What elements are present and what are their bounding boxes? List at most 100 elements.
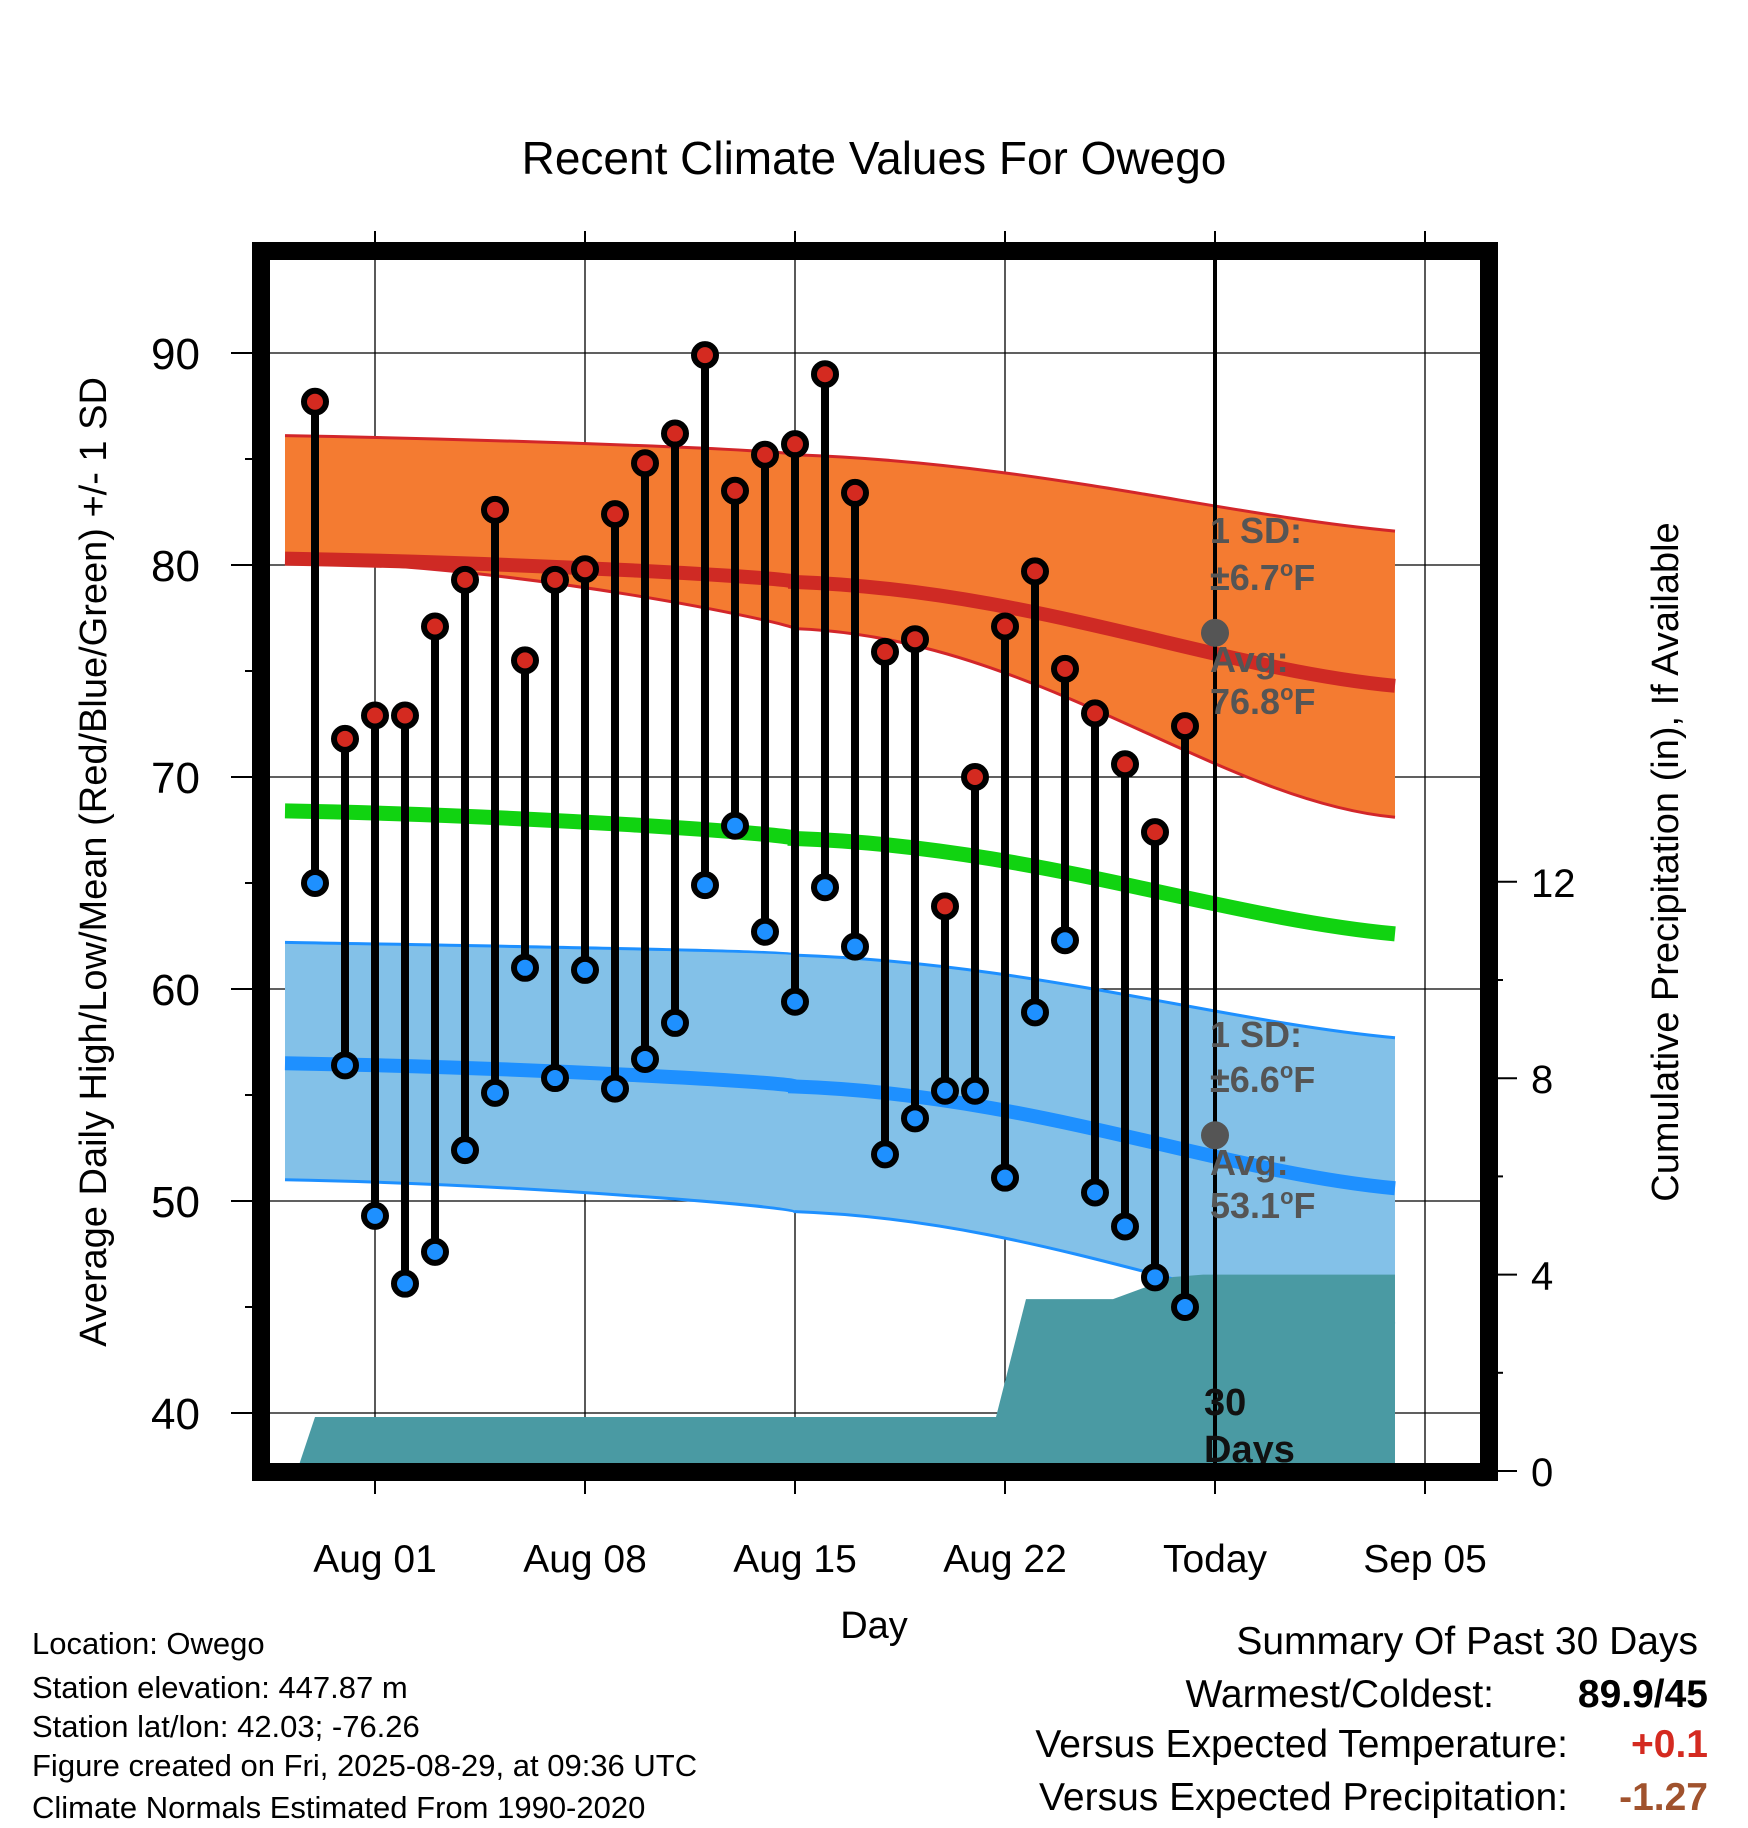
daily-high-point [1171, 712, 1199, 741]
daily-low-point [331, 1051, 359, 1080]
y2-tick-label: 12 [1531, 862, 1576, 906]
low-sd-value: ±6.6oF [1210, 1058, 1315, 1100]
summary-warm-cold-value: 89.9/45 [1577, 1673, 1708, 1716]
summary-precip-value: -1.27 [1619, 1776, 1708, 1819]
daily-high-point [481, 495, 509, 524]
y2-axis-label: Cumulative Precipitation (in), If Availa… [1645, 522, 1687, 1201]
summary-heading: Summary Of Past 30 Days [1236, 1620, 1698, 1663]
daily-low-point [1051, 926, 1079, 955]
normals-annotations: 1 SD: ±6.7oF Avg: 76.8oF 1 SD: ±6.6oF Av… [1204, 510, 1316, 1471]
y-tick-label: 40 [151, 1390, 200, 1439]
daily-high-point [991, 612, 1019, 641]
window-label-line1: 30 [1204, 1382, 1246, 1424]
daily-low-point [751, 917, 779, 946]
daily-high-point [1141, 818, 1169, 847]
daily-low-point [721, 811, 749, 840]
low-avg-label: Avg: [1210, 1142, 1289, 1183]
daily-low-point [781, 987, 809, 1016]
info-normals: Climate Normals Estimated From 1990-2020 [32, 1790, 646, 1825]
daily-low-point [1021, 998, 1049, 1027]
normal-high-sd-band [285, 435, 1395, 818]
daily-low-point [871, 1140, 899, 1169]
daily-high-point [811, 360, 839, 389]
daily-high-point [451, 565, 479, 594]
low-avg-value: 53.1oF [1210, 1184, 1316, 1226]
daily-high-point [631, 449, 659, 478]
high-avg-value: 76.8oF [1210, 680, 1316, 722]
daily-high-point [781, 430, 809, 459]
high-sd-value: ±6.7oF [1210, 556, 1315, 598]
info-elevation: Station elevation: 447.87 m [32, 1670, 408, 1705]
y-tick-label: 50 [151, 1178, 200, 1227]
high-avg-label: Avg: [1210, 639, 1289, 680]
daily-high-point [661, 419, 689, 448]
daily-low-point [631, 1044, 659, 1073]
daily-low-point [961, 1076, 989, 1105]
daily-high-point [421, 612, 449, 641]
daily-high-point [361, 701, 389, 730]
today-marker [1201, 251, 1229, 1472]
daily-low-point [691, 871, 719, 900]
daily-low-point [601, 1074, 629, 1103]
y-tick-label: 70 [151, 754, 200, 803]
daily-low-point [901, 1104, 929, 1133]
daily-high-point [841, 478, 869, 507]
y2-tick-label: 8 [1531, 1058, 1553, 1102]
daily-range-bars [301, 341, 1199, 1321]
daily-high-point [1051, 654, 1079, 683]
left-axis: 40 50 60 70 80 90 [151, 330, 261, 1439]
daily-high-point [901, 625, 929, 654]
daily-high-point [751, 440, 779, 469]
daily-high-point [301, 387, 329, 416]
today-low-avg-dot [1201, 1121, 1229, 1150]
daily-low-point [361, 1201, 389, 1230]
daily-low-point [571, 955, 599, 984]
y-axis-label: Average Daily High/Low/Mean (Red/Blue/Gr… [73, 377, 115, 1347]
high-sd-label: 1 SD: [1210, 510, 1302, 551]
daily-low-point [1081, 1178, 1109, 1207]
daily-high-point [511, 646, 539, 675]
precip-area-fill [297, 1274, 1395, 1471]
info-created: Figure created on Fri, 2025-08-29, at 09… [32, 1748, 698, 1783]
daily-low-point [511, 953, 539, 982]
info-latlon: Station lat/lon: 42.03; -76.26 [32, 1709, 420, 1744]
daily-low-point [991, 1163, 1019, 1192]
normal-mean-line [284, 803, 1396, 942]
y2-tick-label: 0 [1531, 1451, 1553, 1495]
daily-high-point [571, 555, 599, 584]
daily-high-point [1111, 750, 1139, 779]
daily-low-point [661, 1008, 689, 1037]
x-axis-label: Day [840, 1605, 908, 1647]
daily-high-point [931, 892, 959, 921]
daily-high-point [691, 341, 719, 370]
daily-high-point [601, 500, 629, 529]
daily-low-point [481, 1078, 509, 1107]
daily-high-point [961, 763, 989, 791]
right-axis: 0 4 8 12 [1489, 862, 1576, 1495]
normal-low-line [284, 1056, 1396, 1196]
y-tick-label: 90 [151, 330, 200, 379]
daily-low-point [451, 1136, 479, 1165]
summary-temp-label: Versus Expected Temperature: [1035, 1723, 1568, 1766]
daily-low-point [1141, 1263, 1169, 1292]
chart-title: Recent Climate Values For Owego [522, 132, 1227, 184]
x-tick-label: Aug 22 [943, 1538, 1067, 1581]
daily-low-point [931, 1076, 959, 1105]
daily-low-point [421, 1237, 449, 1266]
low-sd-label: 1 SD: [1210, 1014, 1302, 1055]
daily-high-point [1081, 699, 1109, 728]
y-tick-label: 80 [151, 542, 200, 591]
x-tick-label: Aug 01 [313, 1538, 437, 1581]
daily-low-point [301, 869, 329, 897]
daily-low-point [1171, 1293, 1199, 1321]
x-tick-label: Aug 15 [733, 1538, 857, 1581]
daily-high-point [391, 701, 419, 730]
summary-temp-value: +0.1 [1631, 1723, 1708, 1766]
daily-high-point [871, 637, 899, 666]
daily-low-point [391, 1269, 419, 1298]
x-tick-label: Today [1163, 1538, 1268, 1581]
plot-frame [252, 242, 1498, 1481]
summary-warm-cold-label: Warmest/Coldest: [1185, 1673, 1494, 1716]
daily-low-point [811, 873, 839, 902]
